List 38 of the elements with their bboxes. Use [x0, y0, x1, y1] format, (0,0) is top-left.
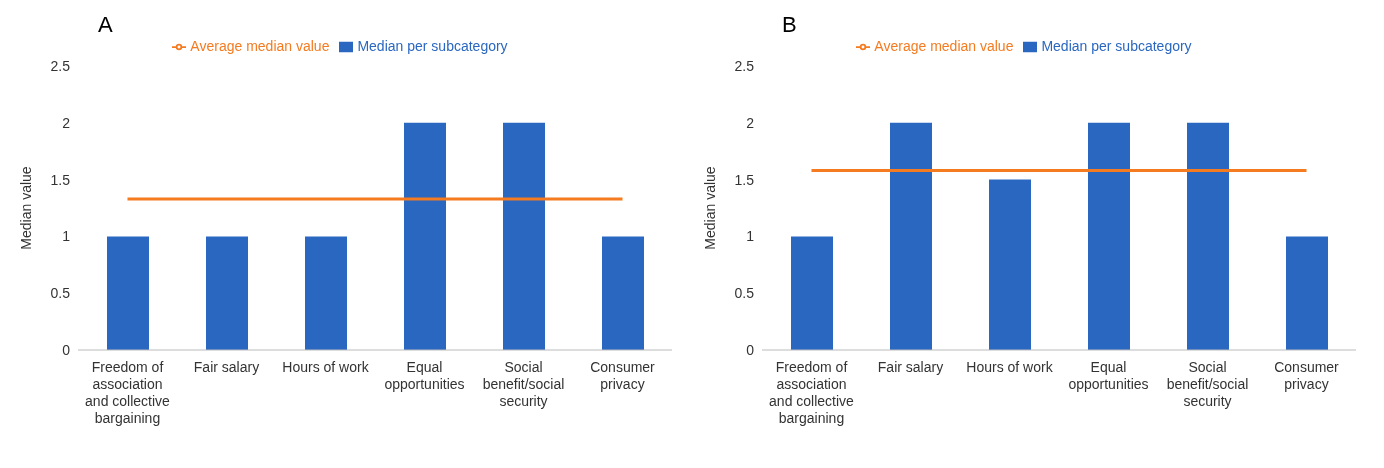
- x-tick-label: Hours of work: [966, 359, 1054, 375]
- y-axis-title: Median value: [17, 166, 34, 250]
- x-tick-label: Consumer privacy: [590, 359, 656, 392]
- y-tick-label: 1.5: [734, 171, 755, 188]
- y-tick-label: 1: [62, 228, 71, 245]
- x-tick-label: Fair salary: [193, 359, 260, 375]
- legend-label: Average median value: [874, 38, 1014, 54]
- y-tick-label: 1.5: [50, 171, 71, 188]
- bar: [890, 122, 932, 350]
- x-tick-label: Fair salary: [877, 359, 944, 375]
- y-tick-label: 0: [62, 341, 71, 358]
- y-tick-label: 0.5: [50, 285, 71, 302]
- legend-label: Median per subcategory: [1041, 38, 1192, 54]
- bar: [791, 236, 833, 350]
- chart-title: A: [98, 12, 113, 38]
- y-axis-title: Median value: [701, 166, 718, 250]
- x-tick-label: Hours of work: [282, 359, 370, 375]
- y-tick-label: 0: [746, 341, 755, 358]
- y-tick-label: 0.5: [734, 285, 755, 302]
- x-tick-label: Freedom of association and collective bargaining: [85, 359, 171, 426]
- bar: [1286, 236, 1328, 350]
- x-tick-label: Social benefit/social security: [482, 359, 565, 409]
- y-tick-label: 2: [746, 114, 755, 131]
- y-tick-label: 2: [62, 114, 71, 131]
- x-tick-label: Consumer privacy: [1274, 359, 1340, 392]
- legend-label: Median per subcategory: [357, 38, 508, 54]
- chart-title: B: [782, 12, 797, 38]
- bar: [1187, 122, 1229, 350]
- x-tick-label: Equal opportunities: [1068, 359, 1149, 392]
- x-tick-label: Equal opportunities: [384, 359, 465, 392]
- y-tick-label: 2.5: [50, 57, 71, 74]
- x-tick-label: Freedom of association and collective bargaining: [769, 359, 855, 426]
- bar: [1088, 122, 1130, 350]
- legend-label: Average median value: [190, 38, 330, 54]
- bar: [989, 179, 1031, 350]
- y-tick-label: 2.5: [734, 57, 755, 74]
- x-tick-label: Social benefit/social security: [1166, 359, 1249, 409]
- y-tick-label: 1: [746, 228, 755, 245]
